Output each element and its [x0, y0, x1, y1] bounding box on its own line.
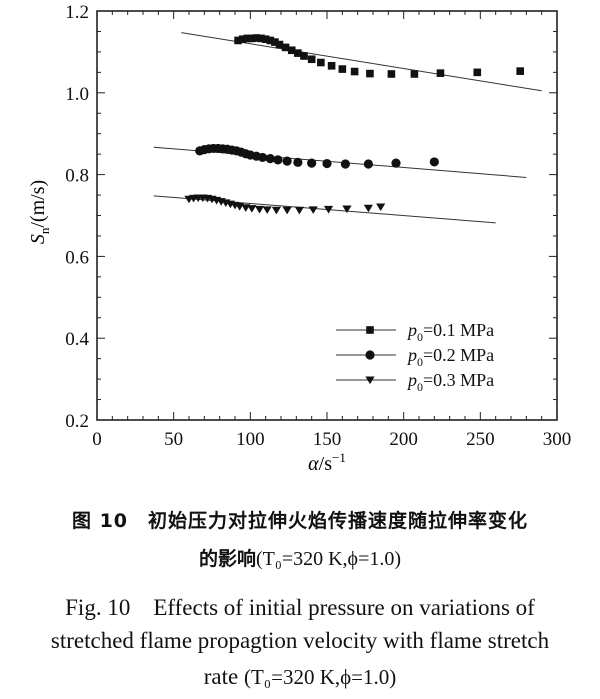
data-point-series-2: [322, 158, 332, 169]
x-tick-label: 50: [164, 429, 183, 450]
x-tick-label: 300: [543, 429, 572, 450]
y-tick-label: 0.8: [65, 166, 89, 187]
data-point-series-2: [391, 158, 401, 168]
x-tick-label: 100: [236, 429, 265, 450]
y-axis-label-subscript: n: [37, 227, 52, 234]
legend-label-value: =0.3 MPa: [423, 370, 494, 390]
legend-label-symbol: p: [406, 370, 417, 390]
data-point-series-1: [271, 38, 279, 46]
data-point-series-2: [429, 157, 439, 167]
legend-label-value: =0.2 MPa: [423, 345, 494, 365]
data-point-series-1: [350, 67, 359, 76]
data-point-series-3: [262, 206, 272, 214]
fit-lines: [153, 32, 542, 224]
data-point-series-1: [234, 36, 242, 45]
data-markers: [184, 34, 524, 215]
data-point-series-1: [248, 34, 256, 43]
data-point-series-1: [287, 46, 296, 55]
data-point-series-1: [294, 49, 302, 57]
data-point-series-1: [366, 69, 374, 78]
x-axis-label-unit: /s: [319, 453, 333, 475]
legend-label-subscript: 0: [417, 380, 423, 394]
legend-marker: [365, 350, 375, 360]
x-tick-label: 0: [92, 429, 102, 450]
data-point-series-2: [363, 159, 373, 169]
caption-english-line1: Fig. 10 Effects of initial pressure on v…: [65, 595, 535, 620]
data-point-series-3: [308, 206, 318, 214]
plot-frame: [96, 10, 558, 421]
data-point-series-1: [307, 55, 316, 64]
legend-label-subscript: 0: [417, 355, 423, 369]
data-point-series-2: [273, 155, 283, 165]
y-tick-label: 0.2: [65, 411, 89, 432]
legend-marker: [365, 376, 375, 385]
y-axis-label-unit: /(m/s): [27, 180, 49, 228]
data-point-series-2: [282, 156, 292, 166]
legend-marker: [366, 326, 374, 334]
legend-label: p0=0.3 MPa: [406, 370, 494, 394]
data-point-series-3: [254, 205, 265, 214]
data-point-series-1: [252, 34, 261, 42]
caption-chinese-line1: 图 10 初始压力对拉伸火焰传播速度随拉伸率变化: [71, 510, 529, 532]
tick-labels: 0 50 100 150 200 250 300 0.2 0.4 0.6 0.8 1.0 1.2: [65, 2, 571, 450]
y-tick-label: 0.4: [65, 329, 89, 350]
caption-english-line3: rate (T₀=320 K,ϕ=1.0): [0, 664, 600, 690]
data-point-series-1: [410, 70, 419, 78]
x-tick-label: 150: [313, 429, 342, 450]
data-point-series-3: [271, 206, 281, 215]
legend-label: p0=0.2 MPa: [406, 345, 494, 369]
data-point-series-3: [323, 205, 334, 214]
data-point-series-1: [238, 35, 247, 44]
fit-line-series-3: [153, 195, 496, 224]
legend-label-symbol: p: [406, 345, 417, 365]
data-point-series-1: [281, 43, 290, 52]
data-point-series-1: [327, 62, 336, 70]
y-axis-label: Sn/(m/s): [27, 180, 52, 244]
data-point-series-1: [317, 58, 325, 67]
legend-label-value: =0.1 MPa: [423, 320, 494, 340]
data-point-series-3: [247, 205, 257, 213]
data-point-series-1: [243, 34, 252, 43]
data-point-series-2: [307, 158, 317, 168]
caption-chinese-line2-text: 的影响: [198, 548, 256, 570]
data-point-series-1: [473, 68, 482, 77]
caption-chinese-condition: (T₀=320 K,ϕ=1.0): [255, 548, 402, 570]
data-point-series-2: [293, 157, 303, 167]
legend-label-symbol: p: [406, 320, 417, 340]
data-point-series-1: [261, 35, 270, 44]
x-axis-label-superscript: −1: [332, 450, 346, 465]
data-point-series-1: [387, 70, 396, 78]
data-point-series-1: [266, 36, 275, 45]
data-point-series-2: [258, 152, 268, 163]
data-point-series-3: [294, 206, 304, 215]
x-tick-label: 250: [466, 429, 495, 450]
caption-english-line2: stretched flame propagtion velocity with…: [50, 628, 550, 653]
legend-label: p0=0.1 MPa: [406, 320, 494, 344]
data-point-series-2: [340, 159, 350, 169]
caption-english-line3-text: rate: [203, 664, 239, 689]
data-point-series-1: [436, 69, 445, 77]
data-point-series-1: [516, 67, 524, 75]
data-point-series-3: [376, 203, 386, 212]
y-tick-label: 0.6: [65, 247, 89, 268]
x-axis-label-symbol: α: [308, 453, 319, 475]
x-tick-label: 200: [389, 429, 418, 450]
data-point-series-3: [363, 204, 373, 213]
y-axis-label-symbol: S: [27, 234, 49, 244]
caption-english-condition: (T₀=320 K,ϕ=1.0): [243, 665, 397, 689]
caption-chinese-line2: 的影响(T₀=320 K,ϕ=1.0): [0, 544, 600, 571]
y-tick-label: 1.2: [65, 2, 89, 23]
data-point-series-3: [282, 206, 292, 215]
x-axis-label: α/s−1: [308, 450, 346, 475]
data-point-series-1: [257, 34, 265, 43]
data-point-series-1: [300, 52, 308, 60]
data-point-series-3: [342, 205, 352, 214]
y-tick-label: 1.0: [65, 84, 89, 105]
data-point-series-2: [265, 154, 275, 164]
legend-label-subscript: 0: [417, 330, 423, 344]
data-point-series-1: [275, 40, 284, 49]
data-point-series-1: [338, 65, 347, 73]
